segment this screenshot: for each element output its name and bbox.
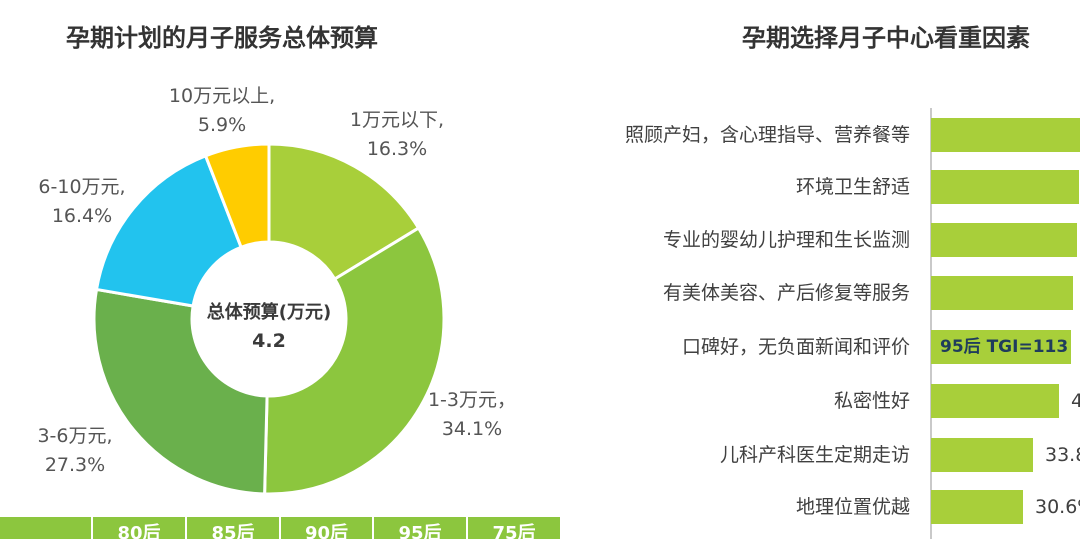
bar-4 xyxy=(931,330,1071,364)
bar-1 xyxy=(931,170,1079,204)
donut-slice-percent-0: 16.3% xyxy=(367,138,427,160)
donut-slice-percent-4: 5.9% xyxy=(198,114,246,136)
bar-chart-axis xyxy=(930,108,932,539)
bar-3 xyxy=(931,276,1073,310)
donut-slice-name-4: 10万元以上, xyxy=(169,85,275,107)
generation-tab-strip: 80后 85后 90后 95后 75后 xyxy=(0,517,560,539)
generation-tab-3[interactable]: 90后 xyxy=(281,517,372,539)
bar-category-label-7: 地理位置优越 xyxy=(795,496,910,518)
bar-category-label-4: 口碑好，无负面新闻和评价 xyxy=(681,336,910,358)
bar-row-3: 有美体美容、产后修复等服务 xyxy=(560,276,1080,310)
donut-slice-name-0: 1万元以下, xyxy=(350,109,444,131)
generation-tab-0[interactable] xyxy=(0,517,91,539)
bar-value-label-5: 4 xyxy=(1071,390,1080,412)
bar-category-label-2: 专业的婴幼儿护理和生长监测 xyxy=(662,229,910,251)
bar-5 xyxy=(931,384,1059,418)
budget-donut-chart: 总体预算(万元) 4.2 1万元以下, 16.3% 1-3万元， 34.1% 3-6万元… xyxy=(37,85,516,496)
donut-chart-title: 孕期计划的月子服务总体预算 xyxy=(66,24,378,52)
generation-tab-4[interactable]: 95后 xyxy=(374,517,466,539)
bar-row-0: 照顾产妇，含心理指导、营养餐等 xyxy=(560,118,1080,152)
donut-slice-percent-3: 16.4% xyxy=(52,205,112,227)
bar-6 xyxy=(931,438,1033,472)
bar-row-7: 地理位置优越 30.6% xyxy=(560,490,1080,524)
bar-value-label-7: 30.6% xyxy=(1035,496,1080,518)
donut-slice-name-1: 1-3万元， xyxy=(428,389,516,411)
bar-2 xyxy=(931,223,1077,257)
donut-slice-percent-2: 27.3% xyxy=(45,454,105,476)
generation-tab-2[interactable]: 85后 xyxy=(187,517,279,539)
bar-category-label-1: 环境卫生舒适 xyxy=(795,176,910,198)
bar-chart-title: 孕期选择月子中心看重因素 xyxy=(742,24,1030,52)
bar-7 xyxy=(931,490,1023,524)
bar-category-label-0: 照顾产妇，含心理指导、营养餐等 xyxy=(624,124,910,146)
donut-center-label: 总体预算(万元) xyxy=(207,301,331,323)
donut-slice-name-2: 3-6万元, xyxy=(37,425,112,447)
donut-slice-name-3: 6-10万元, xyxy=(38,176,125,198)
bar-row-6: 儿科产科医生定期走访 33.8 xyxy=(560,438,1080,472)
bar-category-label-5: 私密性好 xyxy=(833,390,910,412)
bar-row-4: 口碑好，无负面新闻和评价 95后 TGI=113 xyxy=(560,330,1080,364)
tgi-annotation: 95后 TGI=113 xyxy=(940,337,1069,357)
generation-tab-5[interactable]: 75后 xyxy=(468,517,560,539)
donut-slice-percent-1: 34.1% xyxy=(442,418,502,440)
bar-row-1: 环境卫生舒适 xyxy=(560,170,1080,204)
donut-center-value: 4.2 xyxy=(252,330,286,352)
bar-value-label-6: 33.8 xyxy=(1045,444,1080,466)
bar-0 xyxy=(931,118,1080,152)
bar-category-label-6: 儿科产科医生定期走访 xyxy=(719,444,910,466)
generation-tab-1[interactable]: 80后 xyxy=(93,517,185,539)
bar-row-5: 私密性好 4 xyxy=(560,384,1080,418)
bar-row-2: 专业的婴幼儿护理和生长监测 xyxy=(560,223,1080,257)
factor-bar-chart: 照顾产妇，含心理指导、营养餐等环境卫生舒适专业的婴幼儿护理和生长监测 有美体美容、… xyxy=(560,100,1080,539)
bar-category-label-3: 有美体美容、产后修复等服务 xyxy=(662,282,910,304)
donut-hole xyxy=(192,242,346,396)
